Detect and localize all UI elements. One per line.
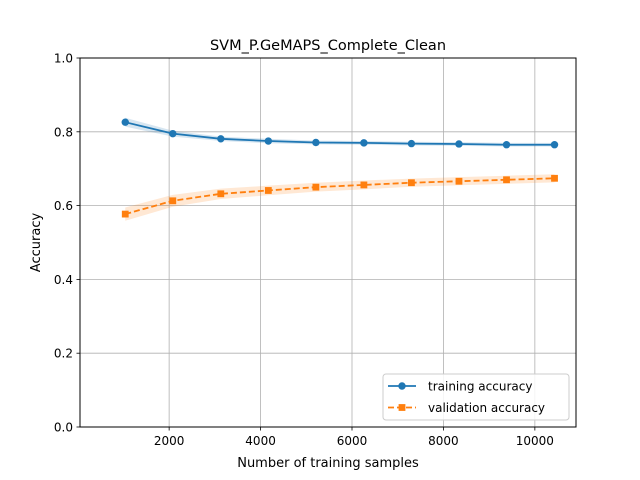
y-tick-label: 0.4 bbox=[54, 273, 73, 287]
y-tick-label: 0.8 bbox=[54, 125, 73, 139]
y-tick-label: 0.6 bbox=[54, 199, 73, 213]
x-tick-label: 6000 bbox=[337, 434, 368, 448]
series-1-point bbox=[360, 181, 368, 189]
y-tick-label: 0.0 bbox=[54, 421, 73, 435]
axis-ticks: 2000 4000 6000 8000 10000 0.0 0.2 0.4 0.6 0.8 1.0 bbox=[54, 52, 554, 449]
series-0-point bbox=[264, 137, 273, 145]
legend-label: training accuracy bbox=[428, 380, 532, 394]
series-0-line bbox=[125, 121, 555, 146]
series-0-point bbox=[550, 141, 559, 149]
series-1-point bbox=[312, 183, 320, 191]
legend-box bbox=[382, 373, 570, 421]
x-tick-label: 4000 bbox=[245, 434, 276, 448]
legend-swatch-marker bbox=[398, 404, 406, 411]
series-lines bbox=[125, 121, 555, 215]
x-axis-label: Number of training samples bbox=[237, 456, 419, 471]
series-1-line bbox=[125, 177, 555, 215]
series-0-point bbox=[169, 129, 177, 138]
series-0-point bbox=[407, 139, 416, 148]
x-tick-label: 2000 bbox=[154, 434, 185, 448]
series-0-point bbox=[121, 118, 129, 126]
x-tick-label: 8000 bbox=[428, 434, 459, 448]
y-axis-label: Accuracy bbox=[29, 213, 44, 273]
series-0-point bbox=[502, 141, 511, 149]
y-tick-label: 0.2 bbox=[54, 347, 73, 361]
series-0-point bbox=[312, 138, 320, 147]
series-1-point bbox=[264, 187, 272, 194]
series-0-point bbox=[360, 139, 368, 147]
series-1-point bbox=[503, 176, 510, 184]
series-0-point bbox=[217, 135, 225, 143]
series-1-point bbox=[121, 210, 129, 218]
plot-frame bbox=[79, 57, 577, 428]
chart-title: SVM_P.GeMAPS_Complete_Clean bbox=[210, 38, 446, 54]
series-1-point bbox=[551, 174, 558, 182]
series-1-point bbox=[455, 177, 463, 185]
legend-swatch-marker bbox=[398, 382, 406, 390]
series-1-point bbox=[217, 190, 225, 198]
y-tick-label: 1.0 bbox=[54, 52, 73, 66]
series-markers bbox=[121, 118, 559, 218]
series-0-point bbox=[455, 140, 463, 148]
legend: training accuracy validation accuracy bbox=[382, 373, 570, 421]
series-1-point bbox=[169, 197, 177, 205]
series-1-point bbox=[408, 179, 415, 187]
x-tick-label: 10000 bbox=[516, 434, 554, 448]
legend-label: validation accuracy bbox=[428, 401, 545, 415]
